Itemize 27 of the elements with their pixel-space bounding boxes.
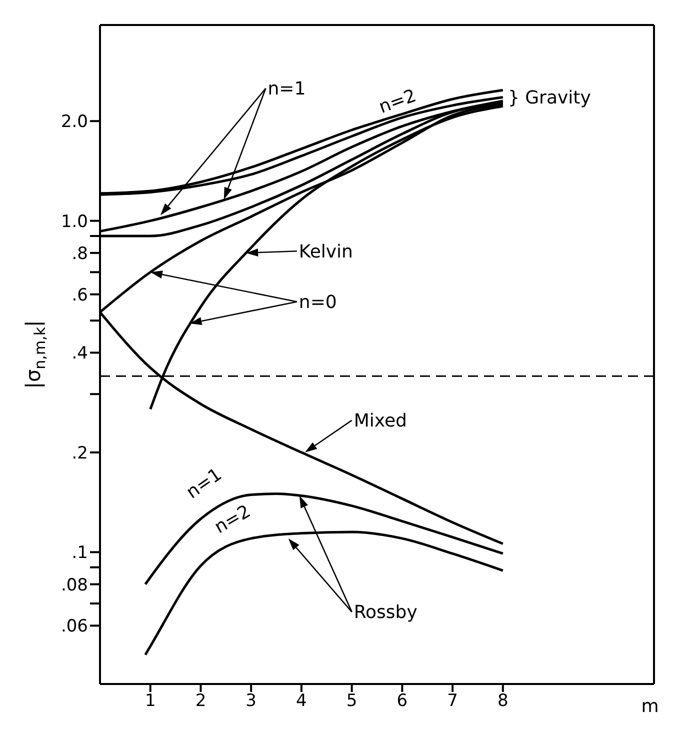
annotation: n=2 (376, 85, 420, 118)
y-tick-label: .1 (72, 543, 88, 564)
x-tick-label: 7 (447, 691, 458, 712)
annotation: Rossby (354, 602, 418, 624)
x-tick-label: 5 (346, 691, 358, 712)
annotation: Mixed (354, 410, 407, 432)
y-tick-label: .08 (60, 575, 88, 596)
y-tick-label: 1.0 (60, 212, 88, 232)
x-tick-label: 6 (396, 691, 408, 712)
y-tick-label: .06 (60, 616, 88, 637)
annotation: n=1 (182, 464, 226, 504)
y-tick-label: .2 (72, 443, 88, 464)
x-tick-label: 3 (246, 691, 257, 712)
y-tick-label: .4 (72, 344, 88, 364)
annotation: n=2 (210, 500, 254, 538)
x-tick-label: 8 (497, 691, 508, 712)
annotation: } Gravity (508, 88, 592, 109)
x-tick-label: 2 (195, 691, 206, 712)
annotation: n=0 (298, 292, 337, 314)
annotation: Kelvin (298, 241, 353, 262)
annotation: n=1 (268, 78, 306, 100)
y-tick-label: .6 (72, 285, 88, 306)
y-tick-label: .8 (72, 244, 88, 264)
y-tick-label: 2.0 (60, 112, 88, 132)
x-tick-label: 1 (144, 691, 156, 712)
x-axis-title: m (641, 696, 659, 717)
x-tick-label: 4 (296, 691, 307, 712)
